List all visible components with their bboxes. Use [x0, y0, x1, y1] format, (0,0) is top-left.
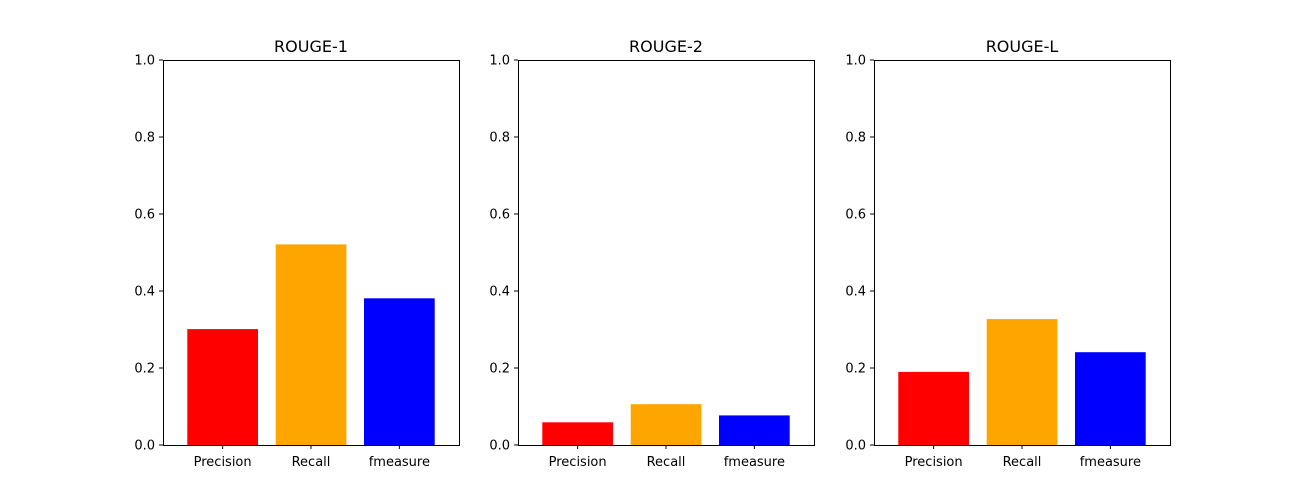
rouge-2-bar-precision — [542, 422, 613, 445]
rouge-1-bar-precision — [187, 329, 258, 445]
rouge-2-xtick-label-recall: Recall — [647, 455, 686, 470]
rouge-1-bar-recall — [275, 244, 347, 445]
rouge-1-ytick-label-4: 0.8 — [134, 131, 155, 146]
rouge-l-xtick-label-fmeasure: fmeasure — [1080, 455, 1141, 470]
rouge-1-xtick-label-fmeasure: fmeasure — [369, 455, 430, 470]
rouge-l-ytick-label-5: 1.0 — [845, 54, 866, 69]
rouge-2-ytick-label-5: 1.0 — [489, 54, 510, 69]
rouge-2-title: ROUGE-2 — [629, 37, 703, 56]
rouge-1-xtick-label-recall: Recall — [292, 455, 331, 470]
rouge-1-bar-fmeasure — [364, 298, 435, 445]
rouge-l-ytick-label-0: 0.0 — [845, 439, 866, 454]
rouge-2-ytick-label-1: 0.2 — [489, 362, 510, 377]
rouge-l-axes-frame — [874, 60, 1171, 446]
rouge-l-panel: ROUGE-L Precision Recall fmeasure 0.0 0.2 0.4 0… — [845, 37, 1171, 470]
rouge-1-xtick-label-precision: Precision — [194, 455, 252, 470]
rouge-1-ytick-label-1: 0.2 — [134, 362, 155, 377]
rouge-l-ytick-label-3: 0.6 — [845, 208, 866, 223]
rouge-l-ytick-label-4: 0.8 — [845, 131, 866, 146]
rouge-2-xtick-label-fmeasure: fmeasure — [724, 455, 785, 470]
rouge-2-panel: ROUGE-2 Precision Recall fmeasure 0.0 0.2 0.4 0… — [489, 37, 815, 470]
rouge-1-title: ROUGE-1 — [274, 37, 348, 56]
rouge-l-ytick-label-1: 0.2 — [845, 362, 866, 377]
rouge-1-ytick-label-0: 0.0 — [134, 439, 155, 454]
rouge-l-bar-precision — [898, 371, 969, 445]
rouge-2-bar-recall — [630, 404, 702, 445]
rouge-2-ytick-label-0: 0.0 — [489, 439, 510, 454]
rouge-l-title: ROUGE-L — [986, 37, 1059, 56]
rouge-2-ytick-label-2: 0.4 — [489, 285, 510, 300]
rouge-1-ytick-label-2: 0.4 — [134, 285, 155, 300]
rouge-l-bar-recall — [986, 319, 1058, 445]
rouge-2-ytick-label-4: 0.8 — [489, 131, 510, 146]
rouge-l-xtick-label-recall: Recall — [1003, 455, 1042, 470]
rouge-1-ytick-label-3: 0.6 — [134, 208, 155, 223]
rouge-l-ytick-label-2: 0.4 — [845, 285, 866, 300]
rouge-1-axes-frame — [163, 60, 460, 446]
rouge-2-bar-fmeasure — [719, 415, 790, 445]
rouge-2-xtick-label-precision: Precision — [549, 455, 607, 470]
rouge-2-ytick-label-3: 0.6 — [489, 208, 510, 223]
rouge-l-bar-fmeasure — [1075, 352, 1146, 445]
rouge-1-ytick-label-5: 1.0 — [134, 54, 155, 69]
rouge-1-panel: ROUGE-1 Precision Recall fmeasure 0.0 0.2 0.4 0… — [134, 37, 460, 470]
rouge-l-xtick-label-precision: Precision — [905, 455, 963, 470]
rouge-2-axes-frame — [518, 60, 815, 446]
